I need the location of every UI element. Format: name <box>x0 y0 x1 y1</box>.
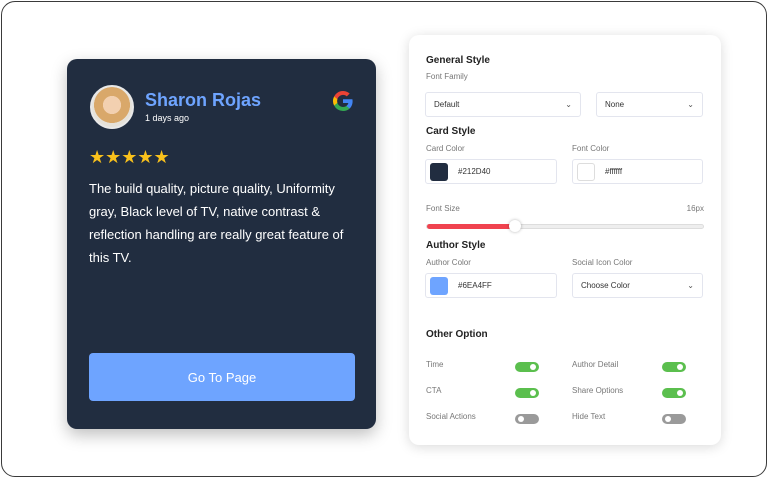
review-card: Sharon Rojas 1 days ago ★★★★★ The build … <box>67 59 376 429</box>
font-color-input[interactable]: #ffffff <box>572 159 703 184</box>
social-icon-color-select[interactable]: Choose Color ⌄ <box>572 273 703 298</box>
option-toggle[interactable] <box>515 388 539 398</box>
review-text: The build quality, picture quality, Unif… <box>89 181 344 265</box>
option-toggle[interactable] <box>662 362 686 372</box>
font-size-label: Font Size <box>426 204 460 213</box>
author-color-label: Author Color <box>426 258 471 267</box>
author-color-input[interactable]: #6EA4FF <box>425 273 557 298</box>
font-size-value: 16px <box>686 204 704 213</box>
avatar <box>90 85 134 129</box>
option-toggle[interactable] <box>515 414 539 424</box>
font-color-value: #ffffff <box>605 167 623 176</box>
option-label: CTA <box>426 386 442 395</box>
option-toggle[interactable] <box>662 414 686 424</box>
font-weight-value: None <box>605 100 625 109</box>
general-style-heading: General Style <box>426 55 490 66</box>
chevron-down-icon: ⌄ <box>687 100 694 109</box>
color-swatch[interactable] <box>430 162 448 181</box>
author-style-heading: Author Style <box>426 240 486 251</box>
card-style-heading: Card Style <box>426 126 476 137</box>
font-family-select[interactable]: Default ⌄ <box>425 92 581 117</box>
card-color-input[interactable]: #212D40 <box>425 159 557 184</box>
option-toggle[interactable] <box>515 362 539 372</box>
go-to-page-button[interactable]: Go To Page <box>89 353 355 401</box>
card-color-value: #212D40 <box>458 167 491 176</box>
slider-fill <box>427 224 516 229</box>
font-size-slider[interactable] <box>426 220 704 232</box>
chevron-down-icon: ⌄ <box>687 281 694 290</box>
card-color-label: Card Color <box>426 144 465 153</box>
social-icon-color-value: Choose Color <box>581 281 630 290</box>
option-label: Hide Text <box>572 412 606 421</box>
slider-handle[interactable] <box>509 220 522 232</box>
option-label: Time <box>426 360 444 369</box>
author-name: Sharon Rojas <box>145 90 262 110</box>
author-color-value: #6EA4FF <box>458 281 492 290</box>
font-family-label: Font Family <box>426 72 468 81</box>
font-weight-select[interactable]: None ⌄ <box>596 92 703 117</box>
google-icon[interactable] <box>331 89 355 113</box>
color-swatch[interactable] <box>430 276 448 295</box>
color-swatch[interactable] <box>577 162 595 181</box>
chevron-down-icon: ⌄ <box>565 100 572 109</box>
option-label: Share Options <box>572 386 624 395</box>
settings-panel: General Style Font Family Default ⌄ None ⌄… <box>409 35 721 445</box>
option-label: Author Detail <box>572 360 619 369</box>
option-toggle[interactable] <box>662 388 686 398</box>
font-family-value: Default <box>434 100 460 109</box>
other-option-heading: Other Option <box>426 329 488 340</box>
star-rating: ★★★★★ <box>89 147 170 167</box>
option-label: Social Actions <box>426 412 476 421</box>
font-color-label: Font Color <box>572 144 610 153</box>
social-icon-color-label: Social Icon Color <box>572 258 633 267</box>
review-time: 1 days ago <box>145 113 190 123</box>
